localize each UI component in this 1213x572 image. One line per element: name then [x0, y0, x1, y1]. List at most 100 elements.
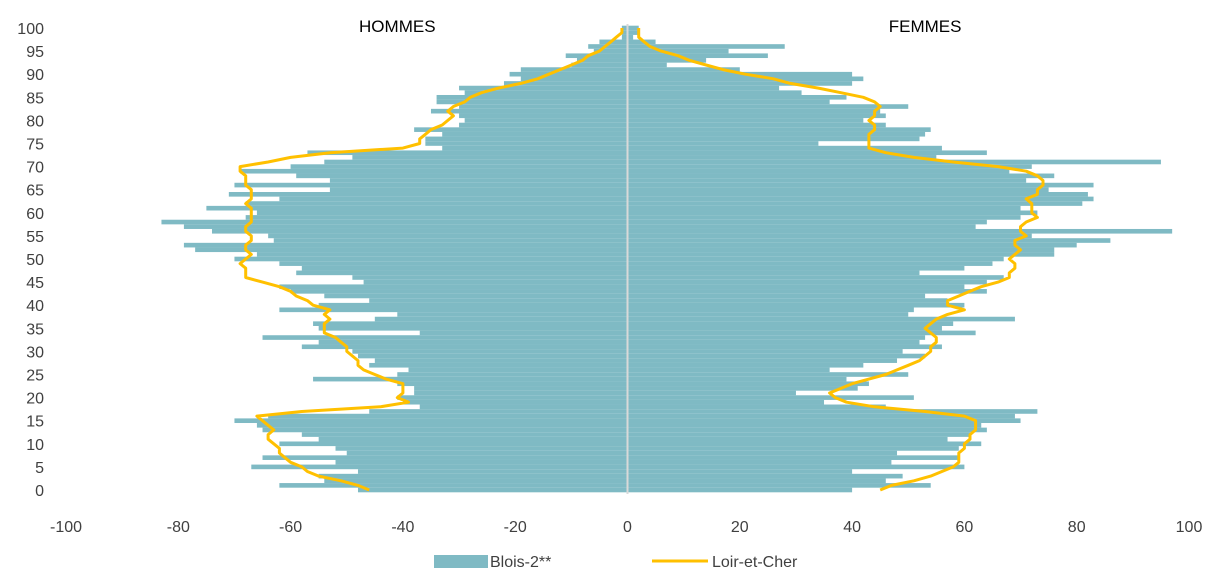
- bar-women: [627, 395, 914, 400]
- bar-women: [627, 302, 965, 308]
- y-tick-label: 35: [26, 321, 44, 338]
- bar-men: [279, 483, 628, 488]
- bar-women: [627, 376, 847, 382]
- bar-men: [459, 122, 628, 128]
- x-tick-label: 20: [731, 519, 749, 536]
- y-tick-label: 0: [35, 483, 44, 500]
- y-tick-label: 75: [26, 137, 44, 154]
- bar-men: [318, 302, 628, 308]
- bar-women: [627, 487, 853, 493]
- bar-men: [296, 270, 628, 276]
- bar-women: [627, 312, 909, 317]
- legend: Blois-2** Loir-et-Cher: [434, 554, 798, 571]
- x-tick-label: -100: [50, 519, 82, 536]
- x-tick-label: 80: [1068, 519, 1086, 536]
- bar-women: [627, 275, 1004, 280]
- bar-men: [374, 316, 628, 322]
- bar-women: [627, 478, 886, 484]
- legend-swatch-blois: [434, 555, 488, 568]
- bar-women: [627, 168, 1010, 174]
- x-axis-ticks: -100 -80 -60 -40 -20 0 20 40 60 80 100: [50, 519, 1202, 536]
- bar-men: [324, 478, 628, 484]
- bar-men: [324, 293, 628, 299]
- bar-women: [627, 464, 965, 470]
- x-tick-label: 60: [956, 519, 974, 536]
- bar-women: [627, 404, 886, 410]
- bar-women: [627, 108, 881, 114]
- bar-women: [627, 39, 656, 45]
- bar-men: [324, 159, 628, 165]
- bar-women: [627, 293, 926, 299]
- bar-women: [627, 127, 931, 132]
- bar-women: [627, 256, 1004, 262]
- y-tick-label: 90: [26, 67, 44, 84]
- bar-men: [234, 256, 628, 262]
- bar-men: [206, 205, 628, 211]
- bar-men: [397, 372, 628, 377]
- y-tick-label: 60: [26, 206, 44, 223]
- bar-women: [627, 104, 909, 109]
- bar-women: [627, 219, 987, 225]
- y-tick-label: 85: [26, 90, 44, 107]
- panel-label-women: FEMMES: [889, 17, 962, 36]
- bar-women: [627, 44, 785, 49]
- bar-women: [627, 85, 780, 91]
- bar-men: [459, 113, 628, 119]
- legend-label-blois: Blois-2**: [490, 554, 551, 571]
- bar-women: [627, 423, 982, 428]
- bar-women: [627, 150, 987, 156]
- bar-men: [374, 358, 628, 363]
- bar-men: [588, 44, 628, 49]
- bar-men: [307, 150, 628, 156]
- line-layer: [238, 28, 1045, 492]
- bar-women: [627, 164, 1032, 169]
- bar-men: [296, 173, 628, 179]
- bar-women: [627, 178, 1027, 183]
- line-women-loir-et-cher: [637, 28, 1045, 492]
- bar-men: [268, 413, 628, 419]
- legend-label-loir-et-cher: Loir-et-Cher: [712, 554, 798, 571]
- bar-men: [329, 187, 628, 193]
- bar-men: [397, 312, 628, 317]
- bar-men: [459, 104, 628, 109]
- bar-men: [195, 247, 628, 253]
- bar-men: [301, 344, 628, 350]
- bar-men: [357, 353, 628, 359]
- bar-men: [593, 48, 628, 54]
- bar-women: [627, 413, 1015, 419]
- bar-women: [627, 349, 903, 354]
- bar-men: [503, 81, 628, 86]
- bar-women: [627, 335, 926, 340]
- y-tick-label: 95: [26, 44, 44, 61]
- bar-women: [627, 62, 667, 68]
- bar-women: [627, 187, 1049, 193]
- bar-women: [627, 247, 1055, 253]
- bar-women: [627, 325, 942, 331]
- bar-women: [627, 399, 825, 405]
- bar-women: [627, 339, 920, 345]
- bar-men: [436, 94, 628, 100]
- bar-women: [627, 136, 920, 142]
- bar-men: [520, 67, 628, 72]
- bar-women: [627, 173, 1055, 179]
- bar-men: [290, 164, 628, 169]
- bar-women: [627, 446, 959, 451]
- bar-men: [621, 25, 628, 31]
- bar-men: [234, 418, 628, 424]
- bar-women: [627, 344, 942, 350]
- bar-women: [627, 450, 898, 456]
- x-tick-label: -40: [391, 519, 414, 536]
- bar-women: [627, 279, 987, 285]
- x-tick-label: -60: [279, 519, 302, 536]
- bar-men: [459, 85, 628, 91]
- bar-men: [318, 325, 628, 331]
- bar-women: [627, 159, 1161, 165]
- bar-women: [627, 298, 948, 303]
- bar-women: [627, 182, 1094, 188]
- bar-men: [414, 127, 628, 132]
- bar-women: [627, 99, 830, 105]
- bar-men: [335, 459, 628, 465]
- y-tick-label: 70: [26, 160, 44, 177]
- bar-men: [268, 233, 628, 239]
